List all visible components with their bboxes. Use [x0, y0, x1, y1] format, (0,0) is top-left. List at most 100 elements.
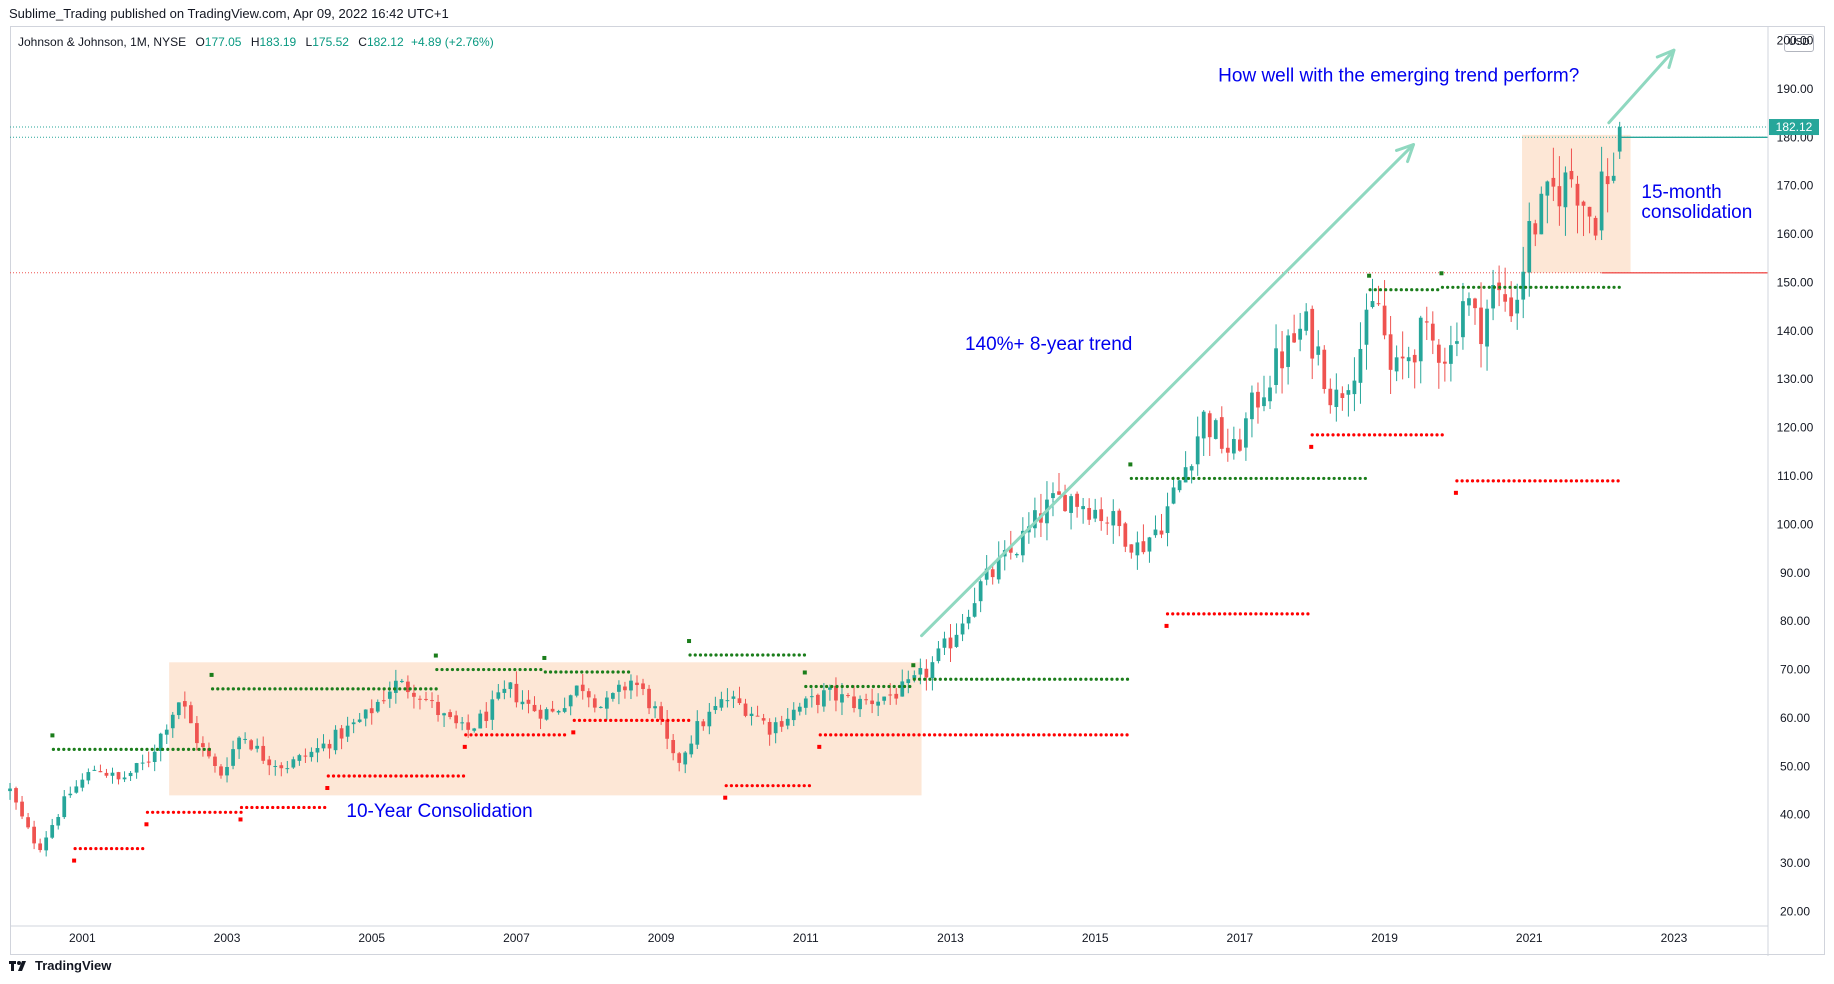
- support-level: [698, 653, 703, 657]
- open-label: O: [195, 35, 205, 49]
- support-level: [1617, 285, 1621, 289]
- resistance-level-pivot: [238, 817, 243, 822]
- resistance-level: [740, 784, 744, 788]
- support-level: [377, 687, 381, 691]
- candle-body: [900, 681, 905, 697]
- support-level: [1461, 285, 1465, 289]
- price-axis-tick: 140.00: [1777, 324, 1814, 338]
- support-level: [626, 670, 631, 674]
- candle-body: [219, 766, 223, 776]
- tradingview-logo[interactable]: TradingView: [9, 958, 111, 973]
- support-level-pivot: [1439, 271, 1444, 276]
- resistance-level: [479, 733, 483, 737]
- resistance-level: [995, 733, 999, 737]
- support-level: [398, 687, 402, 691]
- resistance-level: [182, 810, 186, 814]
- resistance-level: [1321, 433, 1325, 437]
- candle-body: [327, 743, 332, 749]
- candle-body: [1051, 493, 1055, 499]
- candle-body: [882, 696, 887, 701]
- candle-body: [918, 668, 923, 675]
- support-level: [1150, 476, 1154, 481]
- candle-body: [74, 786, 79, 793]
- resistance-level-pivot: [1164, 623, 1169, 628]
- resistance-level: [399, 774, 403, 778]
- resistance-level: [1099, 733, 1103, 737]
- support-level: [1348, 476, 1352, 481]
- support-level: [990, 677, 994, 681]
- candle-body: [170, 714, 175, 729]
- resistance-level: [1191, 612, 1196, 616]
- candle-body: [50, 825, 55, 838]
- support-level: [719, 653, 723, 657]
- resistance-level-pivot: [72, 858, 77, 863]
- support-level: [1436, 288, 1440, 292]
- resistance-level: [1290, 612, 1294, 616]
- resistance-level: [435, 774, 440, 778]
- resistance-level: [1404, 433, 1408, 437]
- candle-body: [725, 700, 730, 702]
- candle-body: [285, 768, 290, 770]
- time-axis-tick: 2023: [1661, 931, 1688, 945]
- candle-body: [213, 756, 217, 766]
- currency-button[interactable]: USD: [1784, 34, 1814, 52]
- support-level: [1249, 476, 1253, 481]
- candle-body: [188, 705, 193, 724]
- support-level: [1378, 288, 1383, 292]
- support-level: [1539, 285, 1543, 289]
- support-level: [471, 667, 475, 672]
- open-value: 177.05: [204, 35, 242, 49]
- candle-body: [641, 683, 645, 690]
- support-level: [735, 653, 739, 657]
- support-level: [335, 687, 339, 691]
- candle-body: [1081, 506, 1085, 510]
- support-level: [88, 747, 92, 751]
- trend-arrow: [1607, 48, 1676, 125]
- resistance-level: [1052, 733, 1056, 737]
- resistance-level: [990, 733, 994, 737]
- candle-body: [1238, 439, 1242, 451]
- resistance-level-pivot: [325, 786, 330, 790]
- candle-body: [906, 679, 911, 684]
- resistance-level: [166, 810, 170, 814]
- support-level: [418, 687, 423, 691]
- support-level: [77, 747, 82, 751]
- resistance-level: [1435, 433, 1439, 437]
- candle-body: [701, 721, 706, 727]
- support-level: [985, 677, 989, 681]
- resistance-level: [171, 810, 176, 814]
- candle-body: [574, 685, 579, 696]
- resistance-level-pivot: [144, 822, 149, 827]
- support-level: [709, 653, 713, 657]
- support-level: [166, 747, 170, 751]
- price-axis-tick: 110.00: [1777, 469, 1813, 483]
- time-axis-tick: 2021: [1516, 931, 1543, 945]
- price-axis-tick: 160.00: [1777, 227, 1814, 241]
- resistance-level: [451, 774, 455, 778]
- time-axis-tick: 2007: [503, 931, 530, 945]
- trend-arrow-head: [1655, 48, 1676, 69]
- time-axis-tick: 2005: [358, 931, 385, 945]
- support-level: [933, 677, 937, 681]
- support-level: [247, 687, 251, 691]
- low-value: 175.52: [312, 35, 349, 49]
- support-level: [140, 747, 144, 751]
- candle-body: [1557, 186, 1562, 207]
- candle-body: [1412, 354, 1417, 363]
- support-level: [1596, 285, 1601, 289]
- resistance-level: [531, 733, 535, 737]
- candle-body: [828, 687, 832, 690]
- support-level: [1094, 677, 1098, 681]
- resistance-level: [197, 810, 202, 814]
- candle-body: [430, 700, 434, 702]
- support-level: [278, 687, 282, 691]
- price-axis-tick: 70.00: [1780, 663, 1810, 677]
- tradingview-logo-icon: [9, 960, 26, 971]
- support-level: [969, 677, 974, 681]
- resistance-level: [896, 733, 900, 737]
- support-level: [210, 687, 215, 691]
- support-level: [413, 687, 417, 691]
- candle-body: [303, 755, 308, 757]
- resistance-level: [870, 733, 874, 737]
